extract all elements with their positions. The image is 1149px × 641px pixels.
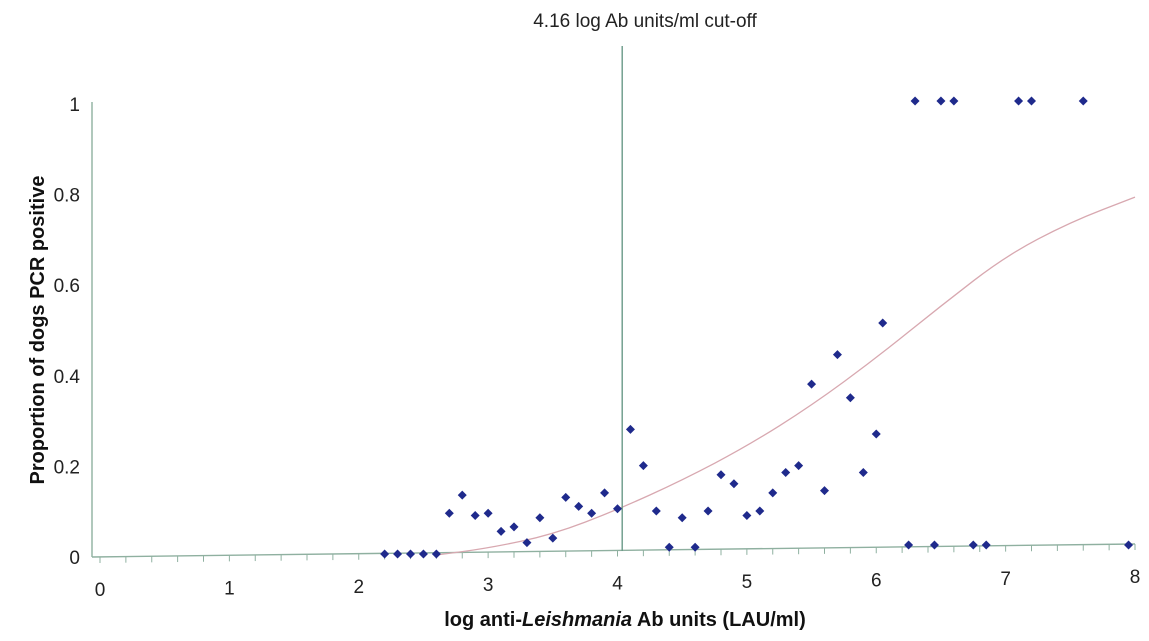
y-tick-label: 0.8 xyxy=(54,186,80,207)
data-point xyxy=(929,540,939,550)
data-point xyxy=(380,549,390,559)
data-point xyxy=(1124,540,1134,550)
data-point xyxy=(1014,96,1024,106)
axes xyxy=(91,102,1136,563)
data-point xyxy=(794,461,804,471)
y-tick-label: 0.6 xyxy=(54,276,80,297)
data-point xyxy=(936,96,946,106)
data-point xyxy=(431,549,441,559)
data-point xyxy=(904,540,914,550)
x-tick-label: 1 xyxy=(224,578,235,599)
x-tick-label: 3 xyxy=(483,575,494,596)
data-point xyxy=(677,513,687,523)
y-tick-label: 0 xyxy=(69,548,80,569)
data-point xyxy=(729,479,739,489)
data-point xyxy=(418,549,428,559)
data-point xyxy=(742,510,752,520)
data-point xyxy=(807,379,817,389)
x-tick-label: 8 xyxy=(1130,567,1141,588)
x-axis-line xyxy=(91,543,1136,558)
data-point xyxy=(535,513,545,523)
x-tick-label: 4 xyxy=(612,574,623,595)
data-point xyxy=(845,393,855,403)
data-point xyxy=(871,429,881,439)
data-point xyxy=(781,467,791,477)
data-point xyxy=(949,96,959,106)
data-point xyxy=(393,549,403,559)
data-point xyxy=(755,506,765,516)
trend-line-group xyxy=(436,196,1136,556)
data-point xyxy=(968,540,978,550)
y-tick-label: 0.4 xyxy=(54,367,81,388)
data-point xyxy=(522,538,532,548)
data-point xyxy=(1027,96,1036,106)
data-point xyxy=(832,350,842,360)
x-tick-label: 5 xyxy=(742,572,753,593)
x-axis-title-italic: Leishmania xyxy=(522,609,632,631)
tick-labels: 0 1 2 3 4 5 6 7 8 0 0.2 0.4 0.6 0.8 1 xyxy=(54,95,1141,601)
data-point xyxy=(587,508,597,518)
data-point xyxy=(858,467,868,477)
data-point xyxy=(406,549,415,559)
data-point xyxy=(664,542,674,552)
data-point xyxy=(716,470,726,480)
data-point xyxy=(613,504,622,514)
data-point xyxy=(981,540,991,550)
data-points xyxy=(380,96,1134,559)
y-tick-label: 0.2 xyxy=(54,457,80,478)
data-point xyxy=(509,522,519,532)
data-point xyxy=(690,542,700,552)
data-point xyxy=(638,461,648,471)
x-tick-label: 6 xyxy=(871,570,882,591)
data-point xyxy=(496,526,506,536)
x-axis-title: log anti-Leishmania Ab units (LAU/ml) xyxy=(444,609,806,631)
data-point xyxy=(444,508,454,518)
data-point xyxy=(1078,96,1088,106)
data-point xyxy=(820,486,829,496)
trend-line xyxy=(436,196,1136,556)
data-point xyxy=(768,488,778,498)
x-tick-label: 2 xyxy=(353,577,364,598)
x-axis-title-prefix: log anti- xyxy=(444,609,522,631)
data-point xyxy=(457,490,467,500)
data-point xyxy=(483,508,493,518)
data-point xyxy=(703,506,713,516)
data-point xyxy=(561,492,571,502)
data-point xyxy=(574,501,584,511)
y-tick-label: 1 xyxy=(69,95,80,116)
y-axis-title: Proportion of dogs PCR positive xyxy=(27,176,49,485)
data-point xyxy=(878,318,888,328)
x-tick-label: 7 xyxy=(1000,569,1011,590)
data-point xyxy=(548,533,558,543)
data-point xyxy=(625,424,635,434)
x-tick-label: 0 xyxy=(95,580,106,601)
cutoff-label: 4.16 log Ab units/ml cut-off xyxy=(533,11,757,32)
data-point xyxy=(470,510,480,520)
x-axis-title-suffix: Ab units (LAU/ml) xyxy=(632,609,806,631)
data-point xyxy=(651,506,661,516)
data-point xyxy=(600,488,610,498)
data-point xyxy=(910,96,920,106)
